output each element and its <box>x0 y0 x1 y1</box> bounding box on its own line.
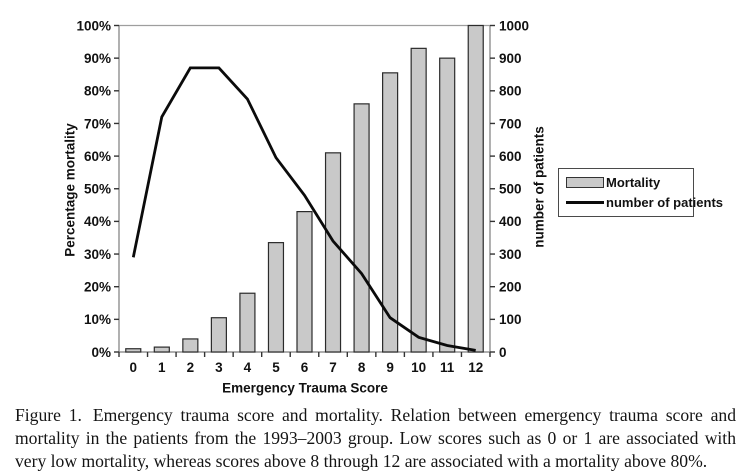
x-tick-label: 4 <box>244 360 252 375</box>
right-tick-label: 900 <box>499 51 522 66</box>
line-swatch-icon <box>566 201 604 204</box>
x-tick-label: 8 <box>358 360 366 375</box>
chart-region: 0% 10% 20% 30% 40% 50% 60% 70% 80% 90% 100% 0 100 200… <box>62 18 724 396</box>
left-tick-label: 50% <box>84 182 111 197</box>
mortality-bar <box>382 72 399 353</box>
x-tick-label: 7 <box>329 360 337 375</box>
x-tick-label: 1 <box>158 360 166 375</box>
left-tick-label: 90% <box>84 51 111 66</box>
legend-item-patients: number of patients <box>566 195 723 210</box>
x-tick-label: 9 <box>386 360 394 375</box>
x-tick-label: 10 <box>411 360 426 375</box>
x-tick-label: 5 <box>272 360 280 375</box>
x-tick-label: 2 <box>187 360 195 375</box>
figure-caption-text: Emergency trauma score and mortality. Re… <box>15 405 736 471</box>
left-tick-label: 100% <box>76 18 111 33</box>
right-tick-label: 1000 <box>499 18 529 33</box>
left-tick-label: 20% <box>84 280 111 295</box>
mortality-bar <box>467 24 484 353</box>
chart-canvas: 0%10%20%30%40%50%60%70%80%90%100%0100200… <box>76 18 529 375</box>
right-tick-label: 400 <box>499 214 522 229</box>
mortality-bar <box>210 317 227 353</box>
mortality-bar <box>353 103 370 353</box>
legend-label: Mortality <box>606 175 661 190</box>
left-tick-label: 80% <box>84 84 111 99</box>
legend-label: number of patients <box>606 195 724 210</box>
right-tick-label: 300 <box>499 247 522 262</box>
left-tick-label: 30% <box>84 247 111 262</box>
left-tick-label: 70% <box>84 116 111 131</box>
x-tick-label: 0 <box>130 360 138 375</box>
mortality-bar <box>182 338 199 353</box>
mortality-bar <box>296 211 313 353</box>
left-axis-title: Percentage mortality <box>62 123 78 257</box>
x-tick-label: 6 <box>301 360 309 375</box>
right-tick-label: 500 <box>499 182 522 197</box>
figure-caption-number: Figure 1. <box>15 405 82 425</box>
chart-legend: Mortality number of patients <box>558 168 723 217</box>
x-tick-label: 11 <box>440 360 455 375</box>
mortality-bar <box>267 242 285 353</box>
mortality-bar <box>410 47 427 353</box>
left-tick-label: 40% <box>84 214 111 229</box>
patients-line <box>131 66 476 352</box>
right-tick-label: 800 <box>499 84 522 99</box>
right-tick-label: 200 <box>499 280 522 295</box>
mortality-bar <box>439 57 456 353</box>
right-axis-title: number of patients <box>531 126 547 248</box>
legend-item-mortality: Mortality <box>566 175 687 190</box>
left-tick-label: 0% <box>91 345 111 360</box>
mortality-bar <box>324 152 342 353</box>
figure-caption: Figure 1. Emergency trauma score and mort… <box>0 398 749 473</box>
right-tick-label: 600 <box>499 149 522 164</box>
x-tick-label: 3 <box>215 360 223 375</box>
x-axis-title: Emergency Trauma Score <box>222 380 388 396</box>
left-tick-label: 10% <box>84 312 111 327</box>
right-tick-label: 0 <box>499 345 507 360</box>
x-tick-label: 12 <box>468 360 483 375</box>
mortality-bar <box>153 346 170 353</box>
right-tick-label: 100 <box>499 312 522 327</box>
bar-swatch-icon <box>566 177 604 188</box>
mortality-bar <box>239 292 256 353</box>
left-tick-label: 60% <box>84 149 111 164</box>
mortality-bar <box>125 348 142 353</box>
right-tick-label: 700 <box>499 116 522 131</box>
